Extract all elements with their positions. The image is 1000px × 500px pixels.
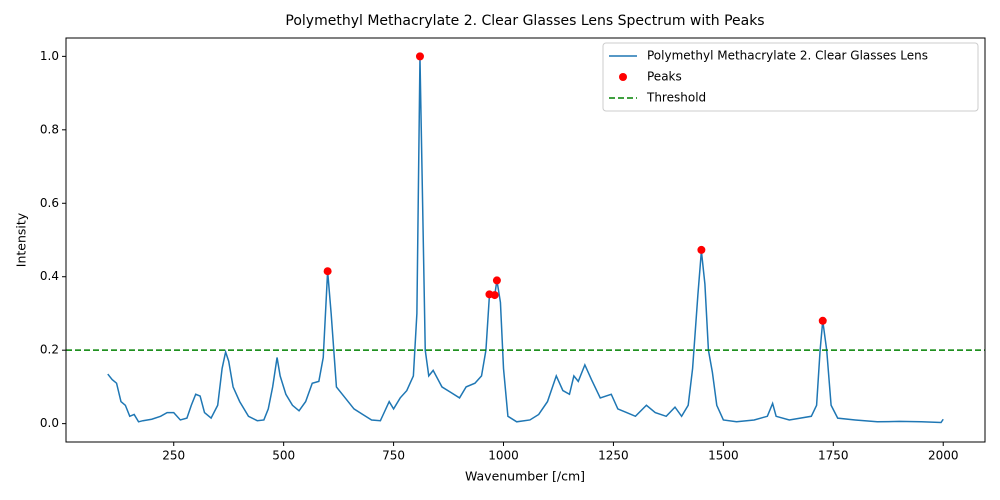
- y-tick-label: 0.4: [40, 269, 59, 283]
- y-tick-label: 0.2: [40, 343, 59, 357]
- peak-point: [415, 52, 424, 61]
- y-tick-label: 0.8: [40, 122, 59, 136]
- x-tick-label: 1000: [488, 449, 519, 463]
- x-tick-label: 1750: [818, 449, 849, 463]
- chart-title: Polymethyl Methacrylate 2. Clear Glasses…: [285, 13, 764, 29]
- peak-point: [818, 316, 827, 325]
- legend-box: [602, 42, 979, 112]
- x-tick-label: 2000: [928, 449, 959, 463]
- spectrum-line: [107, 57, 944, 424]
- x-tick-label: 1500: [708, 449, 739, 463]
- peak-point: [492, 276, 501, 285]
- plot-frame: [65, 37, 986, 443]
- y-tick-label: 1.0: [40, 49, 59, 63]
- x-tick-label: 250: [162, 449, 185, 463]
- peak-point: [490, 291, 499, 300]
- x-tick-label: 750: [382, 449, 405, 463]
- x-tick-label: 500: [272, 449, 295, 463]
- y-tick-label: 0.0: [40, 416, 59, 430]
- legend-label: Polymethyl Methacrylate 2. Clear Glasses…: [647, 49, 928, 63]
- legend-label: Peaks: [647, 70, 682, 84]
- legend-marker: [619, 73, 627, 81]
- legend-label: Threshold: [646, 91, 706, 105]
- y-axis-label: Intensity: [14, 212, 29, 267]
- y-tick-label: 0.6: [40, 196, 59, 210]
- x-tick-label: 1250: [598, 449, 629, 463]
- peak-point: [323, 267, 332, 276]
- peak-point: [697, 245, 706, 254]
- x-axis-label: Wavenumber [/cm]: [465, 469, 585, 484]
